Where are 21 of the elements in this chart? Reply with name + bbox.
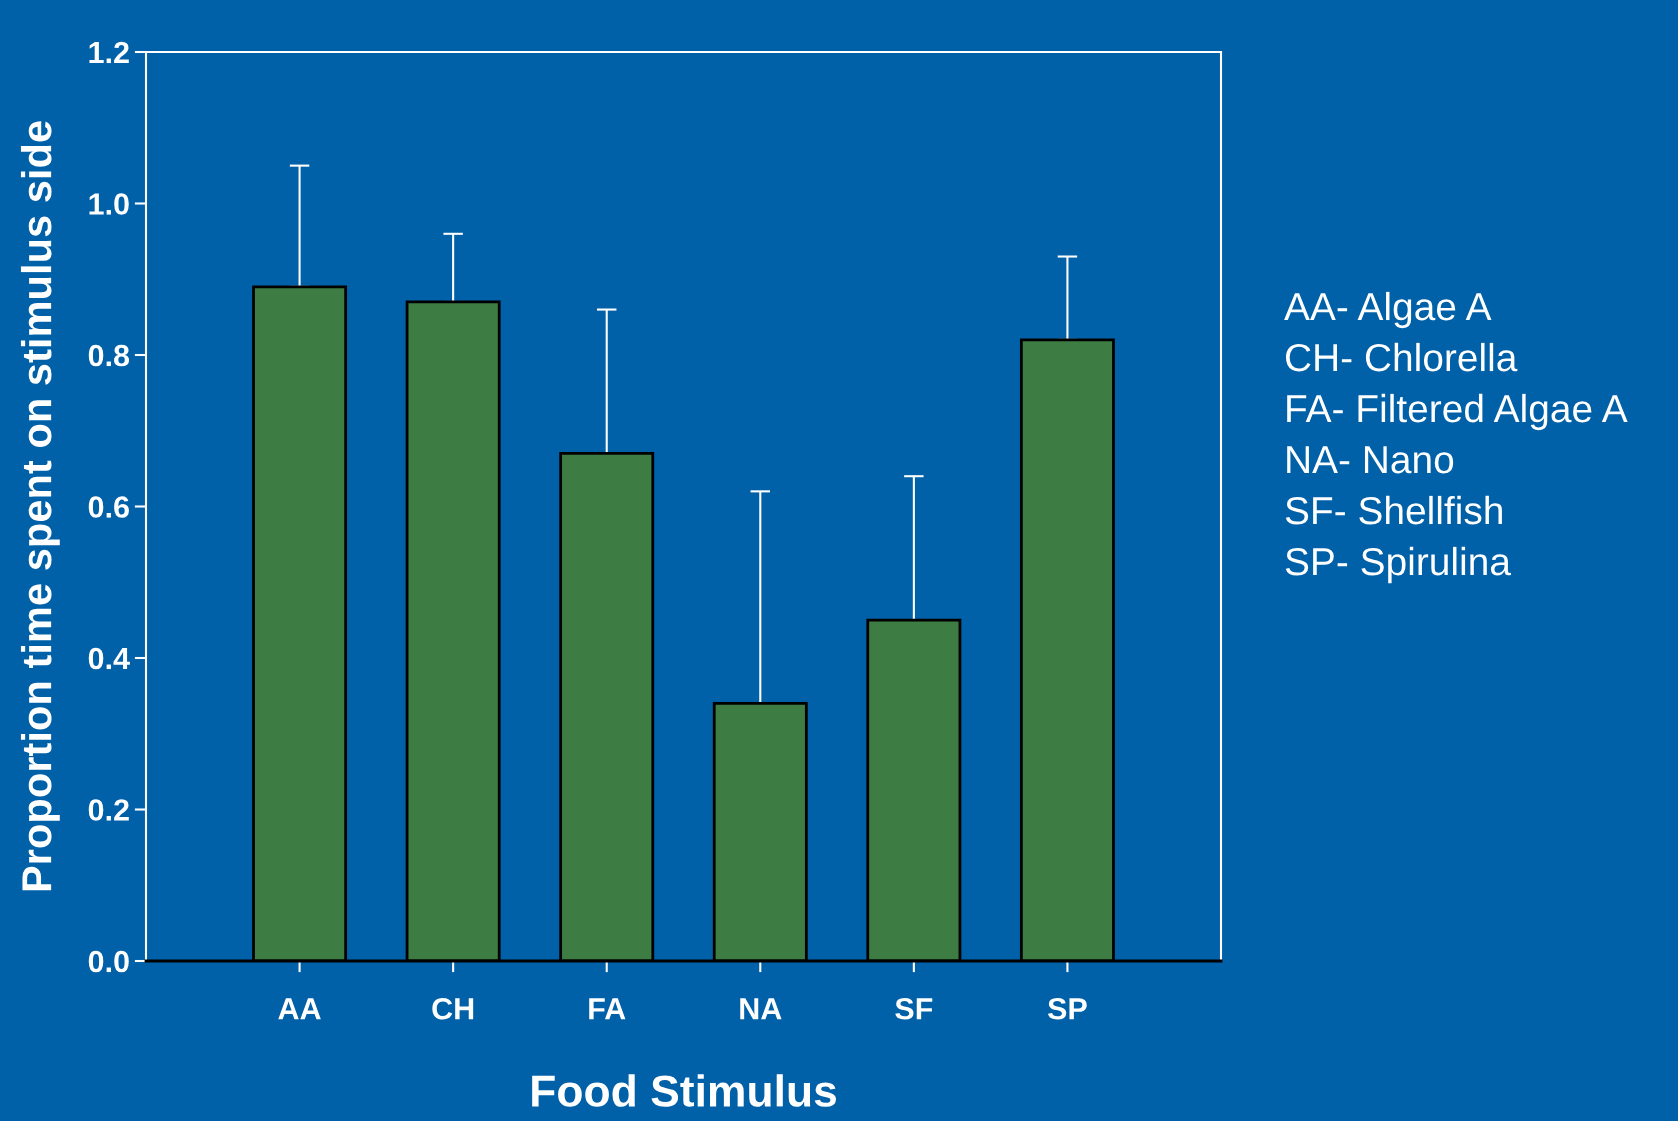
text: FA- Filtered Algae A <box>1287 393 1628 431</box>
y-axis-title: Proportion time spent on stimulus side <box>20 121 60 891</box>
text: SF- Shellfish <box>1285 495 1502 525</box>
y-tick-label: 0.6 <box>88 496 129 518</box>
x-tick-label: NA <box>740 998 782 1020</box>
y-tick-label: 1.2 <box>89 41 129 64</box>
text: SP- Spirulina <box>1285 546 1511 584</box>
text: AA- Algae A <box>1284 291 1492 329</box>
x-tick-label: AA <box>278 998 321 1020</box>
y-tick-label: 0.4 <box>88 647 130 670</box>
x-axis-title: Food Stimulus <box>532 1074 836 1107</box>
y-tick-label: 0.0 <box>88 950 129 973</box>
x-tick-label: CH <box>432 997 474 1020</box>
y-tick-label: 1.0 <box>89 193 129 215</box>
text: CH- Chlorella <box>1285 342 1518 372</box>
y-tick-label: 0.2 <box>88 799 129 821</box>
text: NA- Nano <box>1287 446 1454 474</box>
x-tick-label: SP <box>1047 997 1087 1020</box>
y-tick-label: 0.8 <box>88 344 130 367</box>
x-tick-label: SF <box>895 997 933 1020</box>
x-tick-label: FA <box>589 998 626 1020</box>
